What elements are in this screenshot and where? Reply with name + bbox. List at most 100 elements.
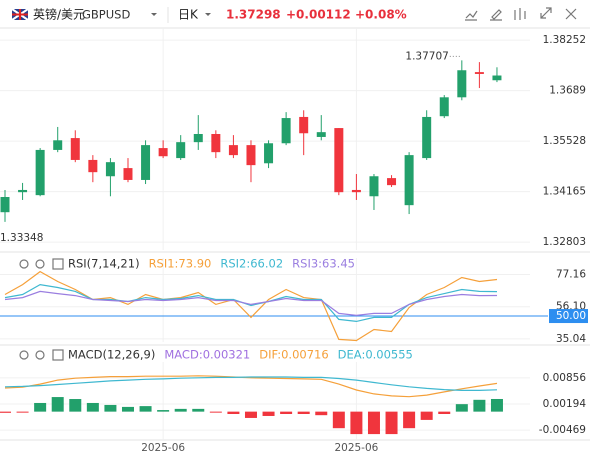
rsi-line (4, 290, 498, 317)
high-label: 1.37707 (405, 50, 448, 62)
y-tick-label: -0.00469 (539, 424, 586, 436)
macd-bar (86, 402, 99, 412)
macd-bar (51, 397, 64, 412)
macd-bar (367, 411, 380, 435)
candle-body (88, 159, 98, 173)
price-change: +0.00112 (286, 8, 351, 22)
macd-bar (385, 411, 398, 435)
macd-bar (157, 410, 170, 412)
y-tick-label: 0.00856 (543, 372, 587, 384)
macd-bar (0, 411, 11, 413)
candle-body (457, 70, 467, 98)
candle-type-button[interactable] (514, 8, 526, 20)
dropdown-arrow[interactable] (151, 13, 157, 16)
macd-bar (16, 411, 29, 413)
y-tick-label: 35.04 (556, 333, 586, 345)
candle-body (193, 133, 203, 143)
candle-body (316, 132, 326, 137)
legend-entry: DIF:0.00716 (259, 348, 328, 362)
rsi-pane-tools (19, 258, 64, 270)
legend-entry: RSI2:66.02 (220, 257, 283, 271)
dropdown-arrow[interactable] (205, 13, 211, 16)
y-tick-label: 50.00 (556, 310, 586, 322)
candle-body (334, 128, 344, 193)
visibility-toggle[interactable] (19, 259, 29, 269)
tick-label-badge (549, 309, 588, 324)
macd-bar (490, 398, 503, 412)
macd-bar (262, 411, 275, 416)
macd-bar (473, 399, 486, 412)
y-tick-label: 1.32803 (543, 236, 586, 248)
candle-body (158, 148, 168, 157)
macd-bar (192, 408, 205, 412)
macd-bar (174, 408, 187, 412)
candle-body (123, 168, 133, 180)
period[interactable]: 日K (178, 8, 199, 22)
macd-bar (139, 406, 152, 412)
close-button[interactable] (565, 8, 577, 20)
candle-body (281, 118, 291, 144)
macd-bar (209, 411, 222, 413)
toolbar (465, 7, 577, 21)
macd-bar (280, 411, 293, 414)
expand-button[interactable] (52, 349, 64, 361)
x-tick-label: 2025-06 (141, 442, 185, 454)
visibility-toggle[interactable] (19, 350, 29, 360)
percent-change: +0.08% (355, 8, 407, 22)
fullscreen-button[interactable] (540, 7, 552, 19)
macd-bar (315, 411, 328, 416)
macd-bar (350, 411, 363, 435)
macd-bar (104, 404, 117, 412)
symbol[interactable]: GBPUSD (82, 8, 130, 22)
rsi-line (4, 283, 498, 323)
y-tick-label: 1.35528 (543, 135, 586, 147)
y-tick-label: 77.16 (556, 269, 586, 281)
header: 英镑/美元 GBPUSD 日K 1.37298 +0.00112 +0.08% (11, 7, 577, 23)
low-label: 1.33348 (0, 232, 43, 244)
legend-entry: RSI1:73.90 (149, 257, 212, 271)
flag-cross-red (12, 9, 28, 20)
legend-entry: RSI3:63.45 (292, 257, 355, 271)
last-price: 1.37298 (226, 8, 281, 22)
candle-body (105, 162, 115, 177)
settings-button[interactable] (35, 259, 45, 269)
candle-body (299, 116, 309, 134)
y-tick-label: 0.00194 (543, 398, 587, 410)
candle-body (53, 140, 63, 150)
candle-body (387, 178, 397, 186)
candle-body (246, 145, 256, 166)
candle-body (211, 133, 221, 153)
candle-body (141, 145, 151, 180)
candle-body (18, 189, 28, 193)
candle-body (369, 176, 379, 197)
candle-body (264, 143, 274, 164)
legend-entry: DEA:0.00555 (338, 348, 413, 362)
macd-line (4, 375, 498, 398)
macd-bar (420, 411, 433, 420)
candle-body (0, 197, 10, 213)
y-tick-label: 1.38252 (543, 34, 586, 46)
macd-bar (121, 406, 134, 412)
candle-body (351, 189, 361, 193)
pair-name[interactable]: 英镑/美元 (33, 7, 85, 22)
macd-bar (244, 411, 257, 418)
macd-bar (69, 399, 82, 412)
x-tick-label: 2025-06 (334, 442, 378, 454)
indicator-button[interactable] (465, 10, 478, 21)
candle-body (35, 149, 45, 196)
candle-body (474, 72, 484, 74)
candle-body (439, 97, 449, 117)
macd-bar (332, 411, 345, 429)
macd-bar (34, 402, 47, 412)
candle-body (492, 75, 502, 81)
macd-pane-tools (19, 349, 64, 361)
expand-button[interactable] (52, 258, 64, 270)
draw-button[interactable] (490, 9, 502, 21)
macd-line (4, 376, 498, 391)
plot-area: 2025-06 2025-06 1.38252 1.3689 1.35528 1.3416… (0, 28, 588, 454)
settings-button[interactable] (35, 350, 45, 360)
macd-bar (403, 411, 416, 429)
candle-body (70, 138, 80, 160)
macd-bar (438, 411, 451, 414)
y-tick-label: 1.34165 (543, 186, 586, 198)
